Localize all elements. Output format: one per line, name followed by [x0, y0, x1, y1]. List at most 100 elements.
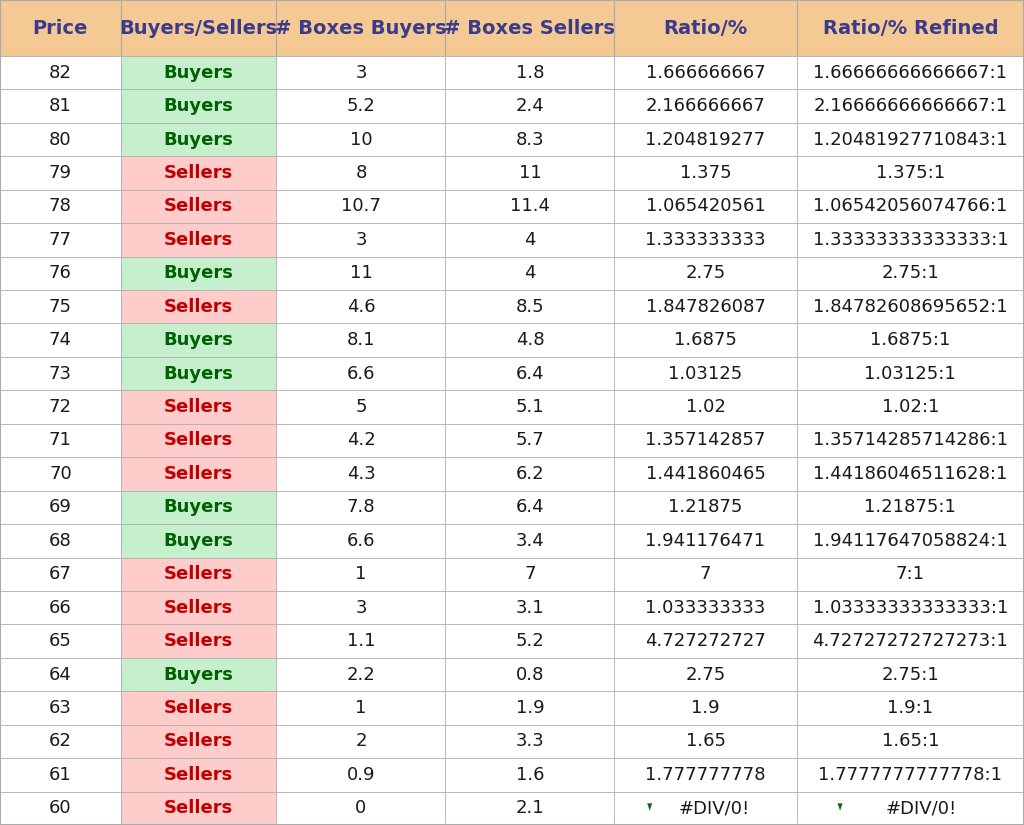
Bar: [276, 591, 445, 625]
Bar: [614, 390, 797, 424]
Bar: [276, 89, 445, 123]
Text: Sellers: Sellers: [164, 298, 233, 316]
Text: 1.66666666666667:1: 1.66666666666667:1: [813, 64, 1008, 82]
Text: 4.8: 4.8: [516, 331, 544, 349]
Text: 1.8: 1.8: [516, 64, 544, 82]
Text: Sellers: Sellers: [164, 632, 233, 650]
Bar: [614, 123, 797, 156]
Bar: [0, 625, 121, 658]
Text: 1.9: 1.9: [516, 699, 544, 717]
Bar: [614, 424, 797, 457]
Text: 1.357142857: 1.357142857: [645, 431, 766, 450]
Bar: [276, 558, 445, 591]
Text: Sellers: Sellers: [164, 733, 233, 751]
Bar: [0, 0, 121, 56]
Text: 5.2: 5.2: [346, 97, 376, 116]
Bar: [614, 224, 797, 257]
Bar: [614, 156, 797, 190]
Bar: [0, 156, 121, 190]
Text: 1.1: 1.1: [347, 632, 375, 650]
Text: 1.941176471: 1.941176471: [645, 532, 766, 549]
Text: Sellers: Sellers: [164, 565, 233, 583]
Text: 3.4: 3.4: [515, 532, 545, 549]
Text: 1.03333333333333:1: 1.03333333333333:1: [813, 599, 1008, 616]
Bar: [614, 56, 797, 89]
Text: 1.02: 1.02: [686, 398, 725, 416]
Text: 1.6875:1: 1.6875:1: [870, 331, 950, 349]
Bar: [121, 625, 276, 658]
Bar: [614, 758, 797, 791]
Text: 70: 70: [49, 465, 72, 483]
Text: # Boxes Buyers: # Boxes Buyers: [275, 18, 446, 37]
Text: Sellers: Sellers: [164, 164, 233, 182]
Bar: [445, 357, 614, 390]
Text: 3.3: 3.3: [515, 733, 545, 751]
Bar: [0, 524, 121, 558]
Text: 62: 62: [49, 733, 72, 751]
Bar: [797, 123, 1024, 156]
Bar: [797, 156, 1024, 190]
Text: 7:1: 7:1: [896, 565, 925, 583]
Text: 1.777777778: 1.777777778: [645, 766, 766, 784]
Text: 1.7777777777778:1: 1.7777777777778:1: [818, 766, 1002, 784]
Text: 2.75:1: 2.75:1: [882, 666, 939, 684]
Bar: [445, 290, 614, 323]
Bar: [0, 89, 121, 123]
Bar: [276, 625, 445, 658]
Bar: [121, 56, 276, 89]
Text: 78: 78: [49, 197, 72, 215]
Bar: [276, 224, 445, 257]
Text: 73: 73: [49, 365, 72, 383]
Text: 5.2: 5.2: [515, 632, 545, 650]
Text: 7: 7: [699, 565, 712, 583]
Text: 1.35714285714286:1: 1.35714285714286:1: [813, 431, 1008, 450]
Text: #DIV/0!: #DIV/0!: [679, 799, 751, 818]
Bar: [445, 123, 614, 156]
Text: Buyers: Buyers: [164, 130, 233, 148]
Bar: [0, 224, 121, 257]
Text: 1.94117647058824:1: 1.94117647058824:1: [813, 532, 1008, 549]
Text: Buyers: Buyers: [164, 666, 233, 684]
Text: 1.65:1: 1.65:1: [882, 733, 939, 751]
Bar: [445, 323, 614, 357]
Bar: [121, 691, 276, 724]
Bar: [797, 758, 1024, 791]
Text: 2.75: 2.75: [685, 666, 726, 684]
Text: 1: 1: [355, 565, 367, 583]
Text: 1.375:1: 1.375:1: [876, 164, 945, 182]
Bar: [276, 323, 445, 357]
Bar: [797, 491, 1024, 524]
Text: 5: 5: [355, 398, 367, 416]
Bar: [0, 658, 121, 691]
Bar: [445, 758, 614, 791]
Bar: [445, 691, 614, 724]
Bar: [0, 424, 121, 457]
Bar: [0, 123, 121, 156]
Text: 1.84782608695652:1: 1.84782608695652:1: [813, 298, 1008, 316]
Bar: [797, 257, 1024, 290]
Bar: [445, 56, 614, 89]
Bar: [276, 691, 445, 724]
Text: Sellers: Sellers: [164, 431, 233, 450]
Text: 7: 7: [524, 565, 536, 583]
Text: 1.333333333: 1.333333333: [645, 231, 766, 249]
Text: 7.8: 7.8: [347, 498, 375, 516]
Text: 74: 74: [49, 331, 72, 349]
Text: 1.441860465: 1.441860465: [645, 465, 766, 483]
Bar: [797, 658, 1024, 691]
Bar: [797, 0, 1024, 56]
Bar: [276, 457, 445, 491]
Bar: [797, 390, 1024, 424]
Text: 64: 64: [49, 666, 72, 684]
Bar: [0, 758, 121, 791]
Text: 63: 63: [49, 699, 72, 717]
Bar: [797, 190, 1024, 224]
Text: 1.6875: 1.6875: [674, 331, 737, 349]
Text: 6.4: 6.4: [516, 498, 544, 516]
Text: Ratio/%: Ratio/%: [664, 18, 748, 37]
Bar: [121, 123, 276, 156]
Bar: [0, 791, 121, 825]
Bar: [445, 156, 614, 190]
Bar: [121, 323, 276, 357]
Text: 8.5: 8.5: [516, 298, 544, 316]
